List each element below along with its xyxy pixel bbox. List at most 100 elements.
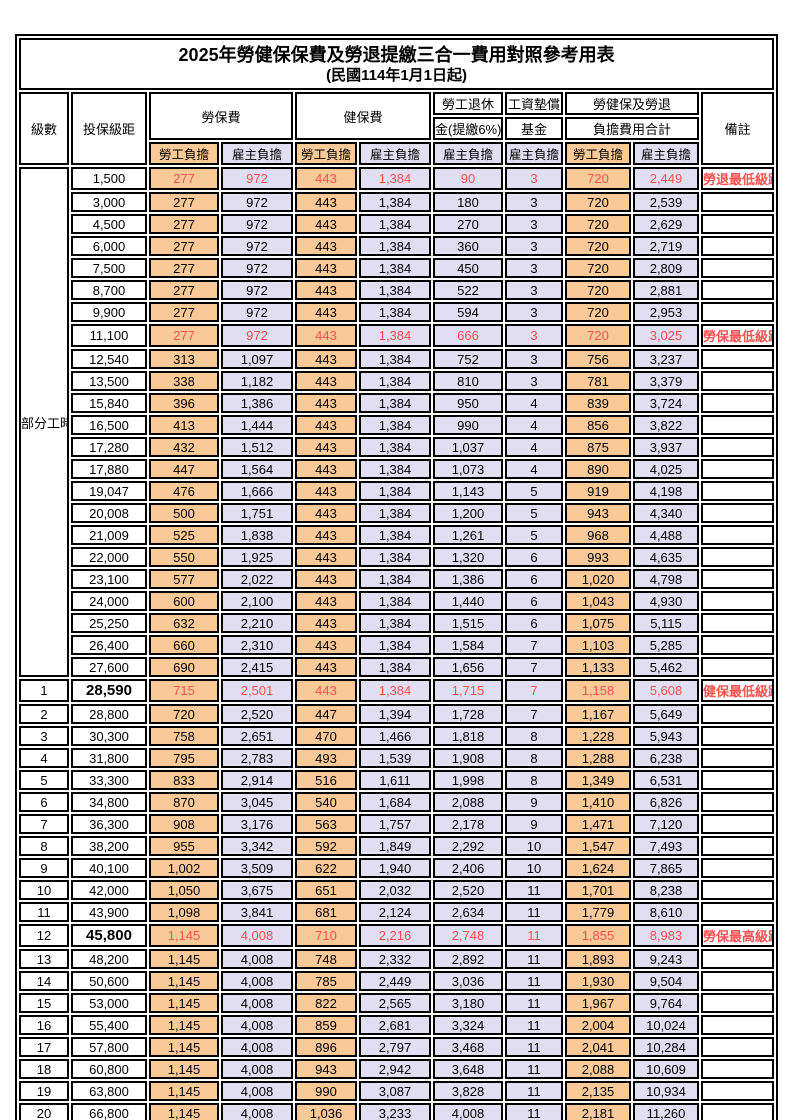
cell-level: 20: [19, 1103, 69, 1120]
cell-labor-employee: 413: [149, 415, 219, 435]
table-row: 6,000 277 972 443 1,384 360 3 720 2,719: [19, 236, 775, 256]
cell-salary: 33,300: [71, 770, 147, 790]
cell-total-employee: 993: [565, 547, 631, 567]
cell-total-employer: 10,934: [633, 1081, 699, 1101]
table-row: 16 55,400 1,145 4,008 859 2,681 3,324 11…: [19, 1015, 775, 1035]
table-row: 25,250 632 2,210 443 1,384 1,515 6 1,075…: [19, 613, 775, 633]
cell-health-employee: 443: [295, 192, 357, 212]
cell-total-employee: 1,158: [565, 679, 631, 702]
cell-remark: [701, 902, 775, 922]
cell-labor-employer: 2,914: [221, 770, 293, 790]
cell-total-employer: 5,462: [633, 657, 699, 677]
cell-total-employer: 2,881: [633, 280, 699, 300]
cell-labor-employer: 2,022: [221, 569, 293, 589]
cell-salary: 24,000: [71, 591, 147, 611]
cell-level: 4: [19, 748, 69, 768]
cell-remark: [701, 525, 775, 545]
cell-total-employee: 875: [565, 437, 631, 457]
table-row: 15 53,000 1,145 4,008 822 2,565 3,180 11…: [19, 993, 775, 1013]
cell-health-employer: 1,384: [359, 214, 431, 234]
cell-health-employee: 493: [295, 748, 357, 768]
cell-salary: 55,400: [71, 1015, 147, 1035]
table-row: 12,540 313 1,097 443 1,384 752 3 756 3,2…: [19, 349, 775, 369]
cell-health-employer: 1,384: [359, 635, 431, 655]
cell-health-employee: 990: [295, 1081, 357, 1101]
cell-total-employee: 1,855: [565, 924, 631, 947]
cell-labor-employer: 2,310: [221, 635, 293, 655]
cell-health-employer: 1,384: [359, 613, 431, 633]
cell-labor-employee: 1,145: [149, 1103, 219, 1120]
cell-remark: [701, 258, 775, 278]
cell-pension-employer: 450: [433, 258, 503, 278]
cell-labor-employer: 2,415: [221, 657, 293, 677]
cell-health-employee: 443: [295, 258, 357, 278]
cell-pension-employer: 1,037: [433, 437, 503, 457]
cell-health-employee: 443: [295, 481, 357, 501]
cell-wage-fund-employer: 3: [505, 192, 563, 212]
cell-total-employer: 6,238: [633, 748, 699, 768]
col-header-fund-line2: 基金: [505, 117, 563, 140]
table-row: 9,900 277 972 443 1,384 594 3 720 2,953: [19, 302, 775, 322]
cell-total-employee: 919: [565, 481, 631, 501]
col-header-salary: 投保級距: [71, 92, 147, 165]
cell-labor-employer: 4,008: [221, 1059, 293, 1079]
subheader-total-employer: 雇主負擔: [633, 142, 699, 165]
cell-total-employee: 720: [565, 167, 631, 190]
cell-level: 5: [19, 770, 69, 790]
cell-salary: 17,880: [71, 459, 147, 479]
cell-remark: [701, 792, 775, 812]
cell-wage-fund-employer: 3: [505, 258, 563, 278]
cell-total-employee: 1,349: [565, 770, 631, 790]
cell-health-employee: 443: [295, 459, 357, 479]
cell-total-employee: 943: [565, 503, 631, 523]
table-row: 18 60,800 1,145 4,008 943 2,942 3,648 11…: [19, 1059, 775, 1079]
table-row: 11 43,900 1,098 3,841 681 2,124 2,634 11…: [19, 902, 775, 922]
table-body: 部分工時 1,500 277 972 443 1,384 90 3 720 2,…: [19, 167, 775, 1120]
cell-health-employee: 943: [295, 1059, 357, 1079]
cell-total-employer: 5,649: [633, 704, 699, 724]
cell-pension-employer: 3,648: [433, 1059, 503, 1079]
cell-wage-fund-employer: 3: [505, 324, 563, 347]
col-header-total-line2: 負擔費用合計: [565, 117, 699, 140]
cell-remark: [701, 971, 775, 991]
cell-labor-employer: 1,751: [221, 503, 293, 523]
cell-level: 11: [19, 902, 69, 922]
cell-wage-fund-employer: 11: [505, 880, 563, 900]
subheader-health-employee: 勞工負擔: [295, 142, 357, 165]
cell-remark: [701, 302, 775, 322]
cell-health-employer: 1,384: [359, 415, 431, 435]
part-time-merged-cell: 部分工時: [19, 167, 69, 677]
cell-total-employee: 1,133: [565, 657, 631, 677]
cell-remark: [701, 1081, 775, 1101]
cell-health-employee: 822: [295, 993, 357, 1013]
cell-wage-fund-employer: 3: [505, 236, 563, 256]
cell-labor-employee: 1,145: [149, 949, 219, 969]
cell-total-employer: 4,340: [633, 503, 699, 523]
cell-health-employer: 1,384: [359, 481, 431, 501]
table-row: 8 38,200 955 3,342 592 1,849 2,292 10 1,…: [19, 836, 775, 856]
table-row: 19 63,800 1,145 4,008 990 3,087 3,828 11…: [19, 1081, 775, 1101]
cell-level: 13: [19, 949, 69, 969]
cell-pension-employer: 1,656: [433, 657, 503, 677]
cell-labor-employer: 4,008: [221, 1037, 293, 1057]
cell-labor-employee: 795: [149, 748, 219, 768]
cell-health-employee: 443: [295, 393, 357, 413]
cell-labor-employee: 550: [149, 547, 219, 567]
cell-remark: [701, 1037, 775, 1057]
cell-level: 19: [19, 1081, 69, 1101]
cell-pension-employer: 360: [433, 236, 503, 256]
cell-level: 17: [19, 1037, 69, 1057]
cell-salary: 13,500: [71, 371, 147, 391]
cell-pension-employer: 666: [433, 324, 503, 347]
cell-total-employer: 8,610: [633, 902, 699, 922]
cell-labor-employee: 277: [149, 258, 219, 278]
table-row: 13 48,200 1,145 4,008 748 2,332 2,892 11…: [19, 949, 775, 969]
cell-remark: [701, 192, 775, 212]
cell-health-employer: 1,384: [359, 657, 431, 677]
cell-level: 18: [19, 1059, 69, 1079]
cell-health-employer: 1,684: [359, 792, 431, 812]
cell-remark: [701, 657, 775, 677]
cell-total-employer: 3,025: [633, 324, 699, 347]
cell-wage-fund-employer: 7: [505, 635, 563, 655]
cell-wage-fund-employer: 7: [505, 657, 563, 677]
